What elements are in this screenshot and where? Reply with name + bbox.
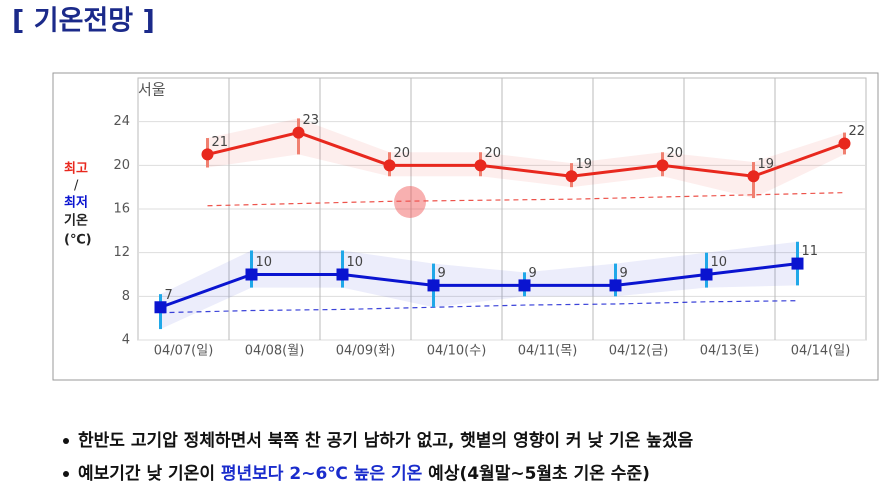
data-label: 20 [394, 146, 411, 161]
bullet: 한반도 고기압 정체하면서 북쪽 찬 공기 남하가 없고, 햇볕의 영향이 커 … [78, 430, 694, 451]
y-tick-label: 8 [122, 289, 130, 304]
marker [427, 279, 440, 292]
normal-line [207, 192, 845, 207]
marker [747, 170, 760, 183]
data-label: 19 [576, 157, 593, 172]
y-label-low: 최저 [64, 196, 88, 211]
marker [292, 126, 305, 139]
y-tick-label: 16 [113, 202, 130, 217]
y-label-sep: / [74, 179, 79, 194]
x-tick-label: 04/10(수) [427, 344, 487, 359]
y-label-high: 최고 [64, 162, 88, 177]
x-tick-label: 04/13(토) [700, 344, 760, 359]
data-label: 10 [347, 255, 364, 270]
data-label: 10 [711, 255, 728, 270]
marker [791, 257, 804, 270]
series-line [207, 131, 846, 178]
marker [383, 159, 396, 172]
bullet-text: 예보기간 낮 기온이 [78, 464, 221, 484]
data-label: 19 [758, 157, 775, 172]
data-label: 22 [849, 124, 866, 139]
x-tick-label: 04/07(일) [154, 344, 214, 359]
series-line [159, 262, 798, 309]
marker [201, 148, 214, 161]
data-label: 9 [529, 266, 537, 281]
bullet: 예보기간 낮 기온이 평년보다 2~6℃ 높은 기온 예상(4월말~5월초 기온… [78, 463, 650, 484]
data-label: 20 [667, 146, 684, 161]
marker [700, 268, 713, 281]
data-label: 9 [620, 266, 628, 281]
location: 서울 [138, 81, 166, 99]
bullet-text: 한반도 고기압 정체하면서 북쪽 찬 공기 남하가 없고, 햇볕의 영향이 커 … [78, 430, 694, 451]
x-tick-label: 04/14(일) [791, 344, 851, 359]
data-label: 9 [438, 266, 446, 281]
y-tick-label: 12 [113, 245, 130, 260]
data-label: 10 [256, 255, 273, 270]
x-tick-label: 04/09(화) [336, 344, 396, 359]
bullet-dot [63, 471, 69, 477]
marker [565, 170, 578, 183]
x-tick-label: 04/12(금) [609, 344, 669, 359]
marker [609, 279, 622, 292]
marker [838, 137, 851, 150]
slide-title: [ 기온전망 ] [12, 6, 155, 37]
marker [336, 268, 349, 281]
x-tick-label: 04/08(월) [245, 344, 305, 359]
x-tick-label: 04/11(목) [518, 344, 578, 359]
marker [474, 159, 487, 172]
y-tick-label: 20 [113, 158, 130, 173]
marker [245, 268, 258, 281]
cursor-highlight [394, 186, 426, 218]
marker [656, 159, 669, 172]
bullet-highlight: 평년보다 2~6℃ 높은 기온 [221, 464, 423, 484]
marker [518, 279, 531, 292]
data-label: 21 [212, 135, 229, 150]
y-tick-label: 4 [122, 333, 130, 348]
marker [154, 301, 167, 314]
data-label: 7 [165, 288, 173, 303]
data-label: 23 [303, 113, 320, 128]
bullet-dot [63, 438, 69, 444]
data-label: 20 [485, 146, 502, 161]
y-label: 기온 [64, 214, 88, 229]
bullet-text: 예상(4월말~5월초 기온 수준) [422, 463, 650, 484]
normal-line [160, 300, 798, 314]
range-band [207, 118, 845, 199]
y-tick-label: 24 [113, 114, 130, 129]
data-label: 11 [802, 244, 819, 259]
y-label-unit: (℃) [64, 233, 92, 248]
chart-frame [52, 72, 879, 381]
